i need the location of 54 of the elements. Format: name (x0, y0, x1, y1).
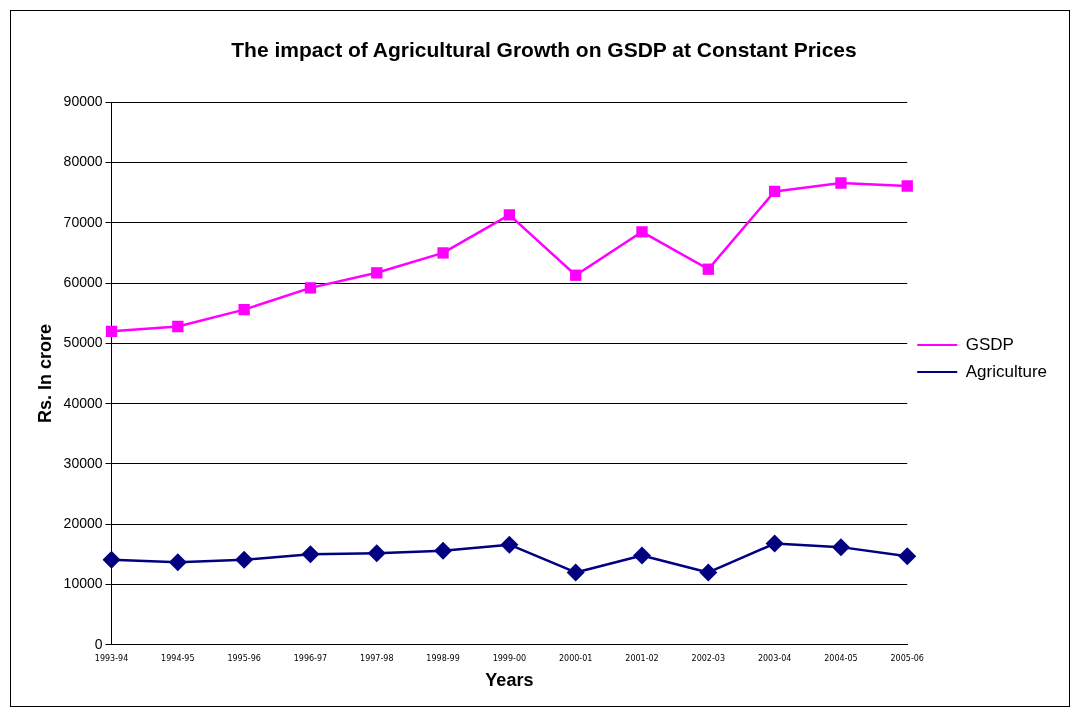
x-tick-label: 1994-95 (161, 653, 195, 663)
y-tick-label: 20000 (63, 515, 103, 532)
y-tick-label: 70000 (63, 213, 103, 230)
x-tick-label: 1997-98 (360, 653, 394, 663)
y-axis-title: Rs. In crore (34, 323, 55, 424)
y-tick-label: 80000 (63, 153, 103, 170)
point (901, 180, 913, 192)
point (570, 269, 582, 281)
x-axis-title: Years (485, 670, 534, 691)
point (566, 563, 585, 582)
y-tick-label: 30000 (63, 454, 103, 471)
legend-label: Agriculture (965, 361, 1048, 381)
x-tick-label: 2005-06 (890, 653, 924, 663)
x-tick-label: 2002-03 (691, 653, 726, 663)
point (168, 553, 187, 572)
point (831, 538, 850, 557)
point (102, 550, 121, 569)
x-tick-label: 1993-94 (94, 653, 129, 663)
point (105, 325, 118, 337)
y-tick-label: 60000 (63, 273, 103, 290)
point (702, 263, 714, 275)
y-tick-label: 10000 (63, 575, 103, 592)
x-tick-label: 1996-97 (293, 653, 328, 663)
point (898, 547, 917, 566)
point (636, 226, 648, 238)
legend-label: GSDP (965, 334, 1014, 354)
y-tick-label: 0 (94, 635, 103, 652)
point (301, 545, 320, 564)
point (437, 247, 449, 259)
point (367, 544, 386, 563)
x-tick-label: 1999-00 (492, 653, 527, 663)
point (503, 209, 516, 221)
point (371, 267, 383, 279)
point (633, 546, 652, 565)
x-tick-label: 2003-04 (757, 653, 792, 663)
point (699, 563, 718, 582)
point (835, 177, 847, 189)
y-tick-label: 90000 (63, 93, 103, 110)
point (235, 550, 254, 569)
x-tick-label: 2000-01 (558, 653, 593, 663)
point (765, 534, 784, 553)
point (768, 185, 781, 198)
chart-title: The impact of Agricultural Growth on GSDP at Constant Prices (231, 38, 857, 62)
x-tick-label: 2004-05 (824, 653, 858, 663)
y-tick-label: 40000 (63, 394, 103, 411)
x-tick-label: 2001-02 (625, 653, 659, 663)
point (304, 282, 317, 294)
x-tick-label: 1998-99 (426, 653, 460, 663)
y-tick-label: 50000 (63, 334, 103, 351)
point (172, 320, 184, 333)
point (238, 303, 250, 316)
point (434, 541, 453, 560)
point (500, 535, 519, 554)
x-tick-label: 1995-96 (227, 653, 261, 663)
